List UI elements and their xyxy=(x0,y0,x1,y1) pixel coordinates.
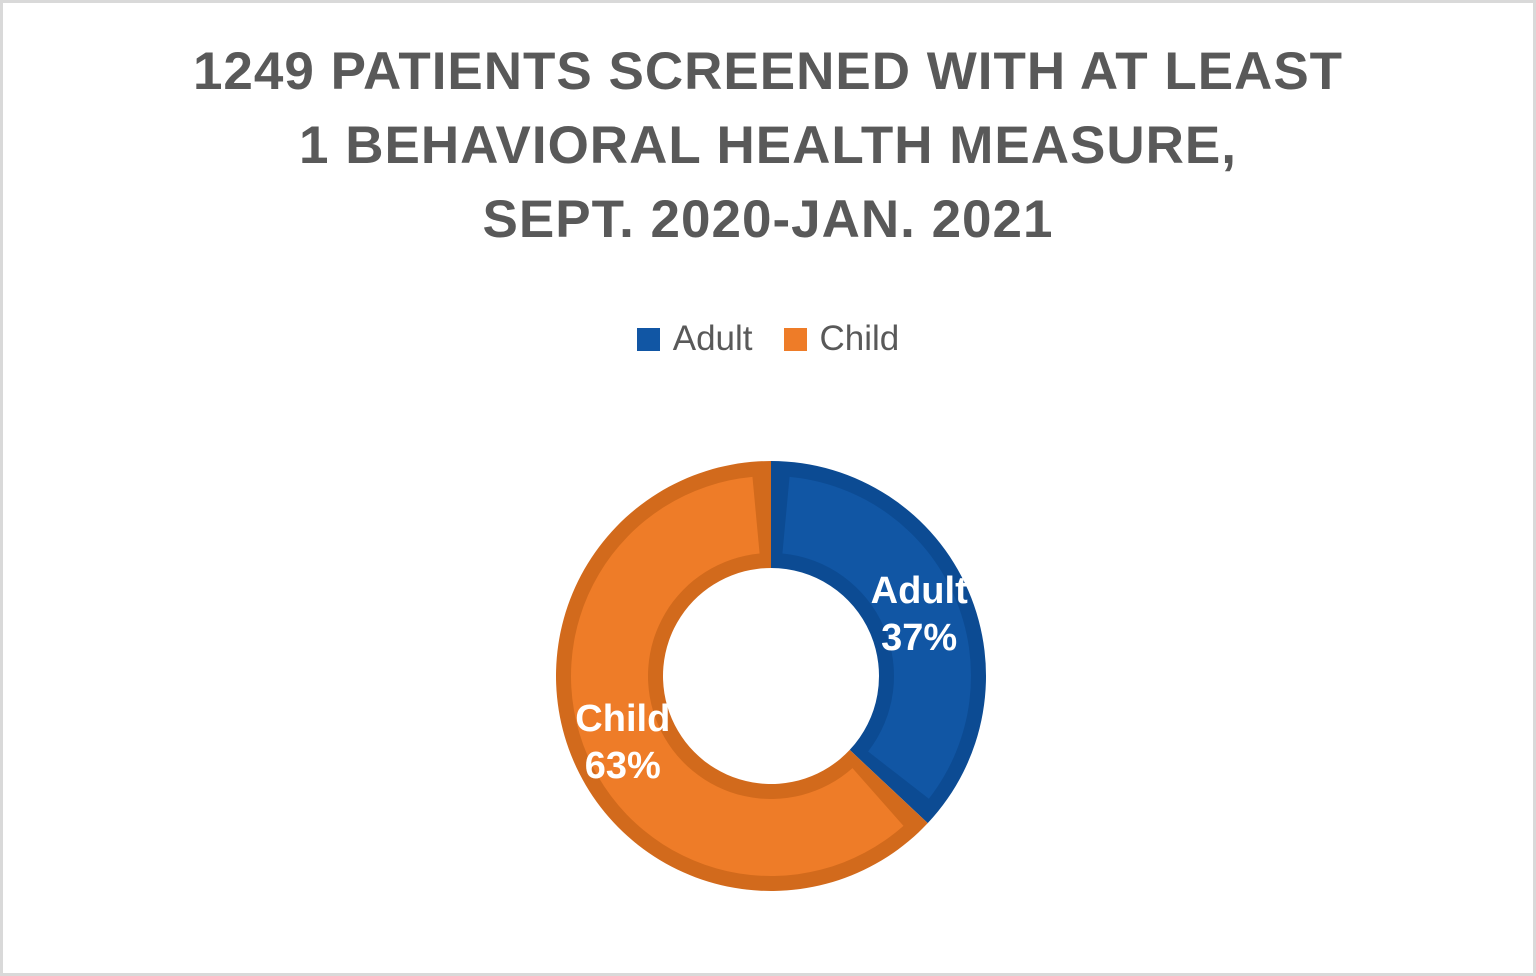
donut-slice-child xyxy=(571,476,904,876)
chart-title: 1249 PATIENTS SCREENED WITH AT LEAST 1 B… xyxy=(3,35,1533,257)
legend-swatch-adult xyxy=(636,327,660,351)
legend-label-child: Child xyxy=(819,319,900,358)
donut-slice-adult xyxy=(782,476,972,799)
slice-label-child-name: Child xyxy=(575,698,670,740)
legend-label-adult: Adult xyxy=(672,319,753,358)
slice-label-child-pct: 63% xyxy=(585,745,661,787)
chart-title-line-3: SEPT. 2020-JAN. 2021 xyxy=(482,190,1054,249)
slice-label-adult-pct: 37% xyxy=(881,617,957,659)
legend-item-adult: Adult xyxy=(636,319,753,359)
donut-chart: Adult 37% Child 63% xyxy=(556,461,987,892)
chart-title-line-1: 1249 PATIENTS SCREENED WITH AT LEAST xyxy=(192,42,1344,101)
slice-label-adult-name: Adult xyxy=(871,570,968,612)
legend: Adult Child xyxy=(3,317,1533,361)
chart-title-line-2: 1 BEHAVIORAL HEALTH MEASURE, xyxy=(299,116,1237,175)
legend-item-child: Child xyxy=(783,319,900,359)
legend-swatch-child xyxy=(783,327,807,351)
